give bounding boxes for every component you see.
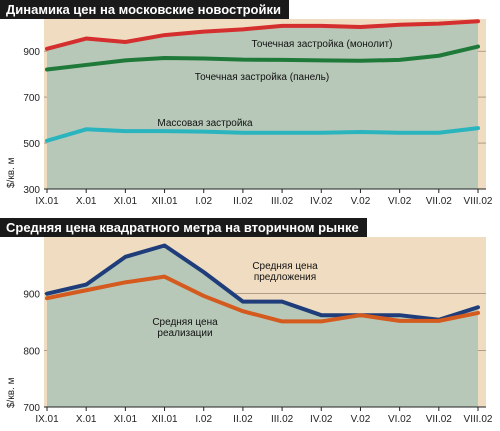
x-tick-label: IX.01 [35, 196, 59, 207]
x-tick-label: I.02 [195, 196, 212, 207]
x-tick-label: II.02 [233, 414, 253, 425]
x-tick-label: V.02 [351, 414, 371, 425]
chart-title: Динамика цен на московские новостройки [0, 0, 289, 19]
series-label: Средняя цена реализации [152, 317, 218, 339]
series-label: Точечная застройка (панель) [195, 72, 329, 83]
y-tick-label: 700 [23, 93, 40, 104]
y-tick-label: 900 [23, 290, 40, 301]
y-tick-label: 800 [23, 346, 40, 357]
x-tick-label: VIII.02 [464, 414, 493, 425]
x-tick-label: IV.02 [310, 196, 333, 207]
y-tick-label: 500 [23, 139, 40, 150]
x-tick-label: XII.01 [151, 414, 178, 425]
y-tick-label: 300 [23, 185, 40, 196]
series-line [45, 19, 480, 51]
x-tick-label: III.02 [271, 414, 294, 425]
area-fill [47, 21, 478, 189]
chart-secondary-market: Средняя цена квадратного метра на вторич… [0, 218, 500, 431]
x-tick-label: XI.01 [114, 196, 138, 207]
x-tick-label: V.02 [351, 196, 371, 207]
chart-svg: 300 500 700 900 IX.01 X.01 XI.01 XII.01 I.02 II.0… [23, 19, 493, 207]
x-tick-label: VI.02 [388, 414, 412, 425]
y-tick-label: 900 [23, 47, 40, 58]
x-tick-label: XII.01 [151, 196, 178, 207]
area-fill [47, 245, 478, 407]
x-tick-label: VII.02 [426, 414, 453, 425]
x-tick-label: I.02 [195, 414, 212, 425]
x-tick-label: IX.01 [35, 414, 59, 425]
series-line [45, 126, 480, 143]
series-label: Массовая застройка [157, 118, 253, 129]
series-label: Точечная застройка (монолит) [252, 39, 393, 50]
series-line [45, 243, 480, 322]
x-tick-label: X.01 [76, 414, 97, 425]
x-tick-label: VII.02 [426, 196, 453, 207]
x-tick-label: VIII.02 [464, 196, 493, 207]
series-line [45, 274, 480, 324]
series-line [45, 44, 480, 72]
chart-title: Средняя цена квадратного метра на вторич… [0, 218, 367, 237]
chart-svg: 700 800 900 IX.01 X.01 XI.01 XII.01 I.02 II.02 II… [23, 243, 493, 425]
x-tick-label: IV.02 [310, 414, 333, 425]
x-tick-label: VI.02 [388, 196, 412, 207]
x-tick-label: III.02 [271, 196, 294, 207]
x-tick-label: X.01 [76, 196, 97, 207]
x-tick-label: XI.01 [114, 414, 138, 425]
y-tick-label: 700 [23, 403, 40, 414]
chart-new-buildings: Динамика цен на московские новостройки $… [0, 0, 500, 213]
x-tick-label: II.02 [233, 196, 253, 207]
series-label: Средняя цена предложения [252, 261, 318, 283]
